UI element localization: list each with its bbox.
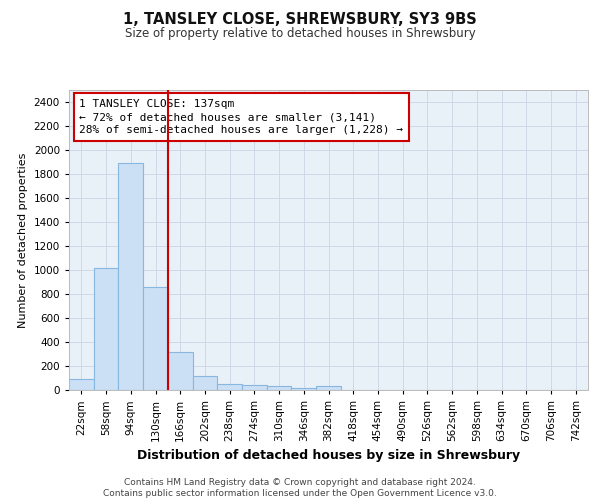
Bar bbox=[292, 388, 316, 390]
Text: Contains HM Land Registry data © Crown copyright and database right 2024.
Contai: Contains HM Land Registry data © Crown c… bbox=[103, 478, 497, 498]
Bar bbox=[143, 288, 168, 390]
Text: Size of property relative to detached houses in Shrewsbury: Size of property relative to detached ho… bbox=[125, 28, 475, 40]
Text: 1, TANSLEY CLOSE, SHREWSBURY, SY3 9BS: 1, TANSLEY CLOSE, SHREWSBURY, SY3 9BS bbox=[123, 12, 477, 28]
X-axis label: Distribution of detached houses by size in Shrewsbury: Distribution of detached houses by size … bbox=[137, 450, 520, 462]
Bar bbox=[316, 386, 341, 390]
Bar bbox=[94, 268, 118, 390]
Bar bbox=[193, 376, 217, 390]
Bar bbox=[69, 379, 94, 390]
Bar bbox=[242, 385, 267, 390]
Y-axis label: Number of detached properties: Number of detached properties bbox=[18, 152, 28, 328]
Bar bbox=[267, 386, 292, 390]
Bar bbox=[168, 352, 193, 390]
Bar bbox=[118, 163, 143, 390]
Bar bbox=[217, 384, 242, 390]
Text: 1 TANSLEY CLOSE: 137sqm
← 72% of detached houses are smaller (3,141)
28% of semi: 1 TANSLEY CLOSE: 137sqm ← 72% of detache… bbox=[79, 99, 403, 136]
